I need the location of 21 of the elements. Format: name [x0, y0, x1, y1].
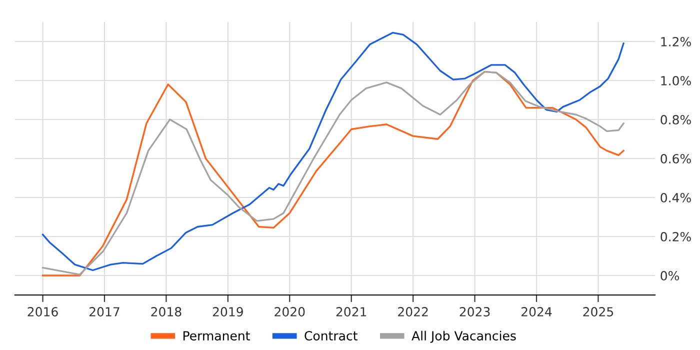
- y-tick-label: 0.8%: [660, 114, 691, 124]
- x-tick-label: 2019: [212, 307, 243, 316]
- x-tick-label: 2025: [583, 307, 614, 316]
- y-tick-label: 1.0%: [661, 76, 691, 86]
- line-series: [42, 32, 624, 272]
- y-tick-label: 0.2%: [660, 232, 691, 242]
- x-tick-label: 2024: [522, 307, 552, 316]
- x-tick-label: 2020: [274, 307, 305, 316]
- x-tick-label: 2016: [28, 307, 58, 316]
- legend-label: Permanent: [184, 331, 250, 340]
- y-tick-label: 1.2%: [661, 36, 691, 46]
- y-tick-label: 0.4%: [660, 192, 691, 202]
- y-tick-label: 0%: [660, 270, 679, 280]
- x-tick-label: 2017: [90, 307, 120, 316]
- x-tick-label: 2022: [398, 307, 428, 316]
- x-tick-label: 2021: [336, 307, 366, 316]
- x-tick-label: 2023: [460, 307, 490, 316]
- y-tick-label: 0.6%: [660, 154, 691, 164]
- x-tick-label: 2018: [151, 307, 182, 316]
- legend-label: All Job Vacancies: [412, 330, 516, 343]
- legend-label: Contract: [304, 331, 358, 340]
